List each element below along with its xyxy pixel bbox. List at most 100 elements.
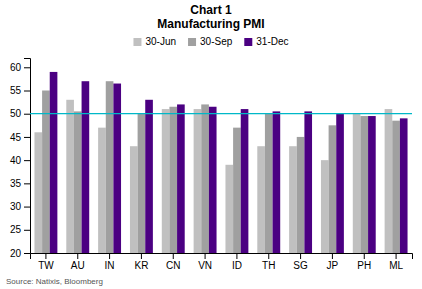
- bar: [145, 100, 153, 253]
- bar: [194, 109, 202, 253]
- legend-item: 30-Jun: [133, 36, 176, 47]
- legend-label: 30-Jun: [145, 36, 176, 47]
- y-tick-mark: [24, 230, 30, 231]
- bar: [233, 128, 241, 253]
- bar: [201, 104, 209, 253]
- x-tick-mark: [77, 253, 78, 259]
- legend-swatch: [188, 38, 196, 46]
- y-tick-mark: [24, 67, 30, 68]
- legend-swatch: [244, 38, 252, 46]
- bar: [50, 72, 58, 253]
- marks: [30, 72, 412, 253]
- y-tick-label: 60: [10, 62, 22, 73]
- bar: [304, 111, 312, 253]
- y-axis-line: [24, 59, 31, 254]
- x-tick-mark: [364, 253, 365, 259]
- bar: [98, 128, 106, 253]
- x-tick: SG: [293, 253, 308, 271]
- x-tick-mark: [396, 253, 397, 259]
- bar: [82, 81, 90, 253]
- bar: [209, 107, 217, 253]
- x-tick: IN: [105, 253, 115, 271]
- bar: [400, 118, 408, 253]
- y-tick-mark: [24, 91, 30, 92]
- bar: [66, 100, 74, 253]
- plot: 202530354045505560TWAUINKRCNVNIDTHSGJPPH…: [10, 59, 413, 272]
- series: [50, 72, 408, 253]
- y-tick: 55: [10, 85, 30, 96]
- bar: [130, 146, 138, 253]
- x-tick: VN: [198, 253, 212, 271]
- y-tick: 20: [10, 248, 30, 259]
- legend-label: 31-Dec: [256, 36, 288, 47]
- x-tick-label: SG: [293, 260, 308, 271]
- x-axis-line: [31, 254, 413, 260]
- bar: [169, 107, 177, 253]
- bar: [392, 121, 400, 253]
- series: [42, 81, 400, 253]
- x-tick-label: TH: [262, 260, 275, 271]
- bar: [360, 116, 368, 253]
- y-tick-label: 30: [10, 201, 22, 212]
- legend-swatch: [133, 38, 141, 46]
- bar: [42, 91, 50, 254]
- bar: [34, 132, 42, 253]
- y-tick: 60: [10, 62, 30, 73]
- chart: Chart 1Manufacturing PMI30-Jun30-Sep31-D…: [0, 0, 422, 289]
- x-tick-mark: [300, 253, 301, 259]
- x-tick-label: KR: [134, 260, 148, 271]
- y-axis: 202530354045505560: [10, 59, 31, 259]
- bar: [273, 111, 281, 253]
- y-tick-label: 25: [10, 224, 22, 235]
- annotation: Source: Natixis, Bloomberg: [6, 277, 103, 286]
- y-tick-label: 40: [10, 155, 22, 166]
- y-tick-label: 20: [10, 248, 22, 259]
- bar: [265, 114, 273, 253]
- x-tick: AU: [71, 253, 85, 271]
- x-tick-label: AU: [71, 260, 85, 271]
- x-tick: KR: [134, 253, 148, 271]
- y-tick-mark: [24, 183, 30, 184]
- y-tick: 25: [10, 224, 30, 235]
- x-tick-mark: [332, 253, 333, 259]
- bar: [225, 165, 233, 253]
- x-tick: ID: [232, 253, 242, 271]
- x-tick-mark: [45, 253, 46, 259]
- y-tick-mark: [24, 114, 30, 115]
- x-tick-label: ID: [232, 260, 242, 271]
- bar: [241, 109, 249, 253]
- x-tick-label: VN: [198, 260, 212, 271]
- x-tick: CN: [166, 253, 180, 271]
- bar: [74, 111, 82, 253]
- x-tick-mark: [141, 253, 142, 259]
- x-tick: JP: [327, 253, 339, 271]
- x-tick-label: ML: [389, 260, 403, 271]
- x-tick-label: IN: [105, 260, 115, 271]
- bar: [385, 109, 393, 253]
- bar: [138, 114, 146, 253]
- x-tick-mark: [109, 253, 110, 259]
- x-tick-mark: [173, 253, 174, 259]
- x-tick-label: PH: [357, 260, 371, 271]
- bar: [113, 84, 121, 253]
- bar: [162, 109, 170, 253]
- legend-item: 30-Sep: [188, 36, 233, 47]
- x-tick-label: JP: [327, 260, 339, 271]
- bar: [257, 146, 265, 253]
- bar: [289, 146, 297, 253]
- y-tick-mark: [24, 207, 30, 208]
- x-tick-mark: [236, 253, 237, 259]
- y-tick-mark: [24, 253, 30, 254]
- y-tick-label: 50: [10, 108, 22, 119]
- x-tick-mark: [205, 253, 206, 259]
- x-tick: ML: [389, 253, 403, 271]
- legend-label: 30-Sep: [200, 36, 233, 47]
- bar: [368, 116, 376, 253]
- y-tick: 50: [10, 108, 30, 119]
- bar: [329, 125, 337, 253]
- legend: 30-Jun 30-Sep 31-Dec: [133, 36, 288, 47]
- x-tick-label: TW: [38, 260, 54, 271]
- title: Chart 1: [190, 3, 232, 17]
- bar: [336, 114, 344, 253]
- y-tick-mark: [24, 160, 30, 161]
